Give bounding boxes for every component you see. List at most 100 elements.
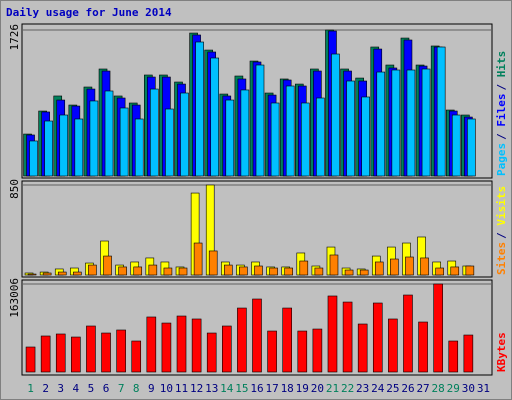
bar: [297, 330, 308, 373]
bar: [406, 69, 416, 177]
x-tick-label: 31: [477, 382, 490, 395]
x-tick-label: 23: [356, 382, 369, 395]
x-tick-label: 3: [57, 382, 64, 395]
x-tick-label: 16: [250, 382, 263, 395]
legend: KBytes: [495, 332, 508, 372]
bar: [74, 118, 84, 177]
bar: [178, 267, 188, 276]
x-tick-label: 2: [42, 382, 49, 395]
x-tick-label: 29: [447, 382, 460, 395]
bar: [176, 315, 187, 373]
legend-entry: Pages: [495, 143, 508, 176]
bar: [29, 140, 38, 177]
bar: [131, 340, 142, 373]
bar: [239, 266, 248, 276]
bar: [388, 318, 398, 373]
x-tick-label: 21: [326, 382, 339, 395]
bar: [448, 340, 459, 373]
x-tick-label: 9: [148, 382, 155, 395]
bar: [282, 307, 292, 373]
bar: [150, 88, 159, 177]
bar: [206, 332, 217, 373]
x-tick-label: 5: [88, 382, 95, 395]
bar: [467, 118, 476, 177]
bar: [390, 258, 399, 276]
bar: [299, 260, 309, 276]
x-tick-label: 30: [462, 382, 475, 395]
legend-separator: /: [495, 84, 508, 91]
bar: [285, 85, 295, 177]
bar: [300, 102, 310, 177]
x-tick-label: 6: [103, 382, 110, 395]
bar: [327, 295, 338, 373]
bar: [42, 272, 52, 276]
bar: [88, 264, 97, 276]
bar: [252, 298, 262, 373]
bar: [269, 267, 278, 276]
bar: [89, 100, 99, 177]
bar: [73, 271, 82, 276]
bar: [134, 118, 144, 177]
bar: [374, 261, 384, 276]
x-tick-label: 7: [118, 382, 125, 395]
bar: [329, 254, 339, 276]
bar: [225, 99, 235, 177]
bar: [146, 316, 157, 373]
x-tick-label: 17: [265, 382, 278, 395]
bar: [391, 69, 401, 177]
bar: [104, 90, 114, 177]
bar: [420, 257, 429, 276]
x-tick-label: 10: [160, 382, 173, 395]
bar: [71, 336, 81, 373]
bar: [59, 114, 69, 177]
bar: [224, 264, 233, 276]
x-tick-label: 20: [311, 382, 324, 395]
bar: [270, 102, 280, 177]
x-tick-label: 19: [296, 382, 309, 395]
bar: [435, 267, 444, 276]
bar: [361, 96, 370, 177]
bar: [161, 322, 172, 373]
x-tick-label: 26: [401, 382, 414, 395]
bar: [222, 325, 232, 373]
bar: [116, 329, 126, 373]
bar: [237, 307, 247, 373]
x-tick-label: 15: [235, 382, 248, 395]
x-tick-label: 13: [205, 382, 218, 395]
y-tick-label: 1726: [8, 24, 21, 51]
legend-separator: /: [495, 133, 508, 140]
x-tick-label: 1: [27, 382, 34, 395]
bar: [119, 107, 129, 177]
bar: [133, 266, 143, 276]
bar: [55, 333, 66, 373]
bar: [57, 271, 67, 276]
chart-title: Daily usage for June 2014: [6, 6, 172, 19]
bar: [163, 267, 173, 276]
bar: [284, 267, 293, 276]
x-tick-label: 28: [432, 382, 445, 395]
bar: [191, 318, 202, 373]
bar: [27, 273, 37, 276]
bar: [403, 294, 413, 373]
y-tick-label: 850: [8, 179, 21, 199]
bar: [405, 256, 414, 276]
bar: [342, 301, 353, 373]
bar: [180, 92, 189, 177]
x-tick-label: 24: [371, 382, 385, 395]
bar: [210, 57, 220, 177]
bar: [208, 250, 218, 276]
x-tick-label: 14: [220, 382, 234, 395]
bar: [193, 242, 203, 276]
legend: Pages / Files / Hits: [495, 51, 508, 176]
bar: [372, 302, 383, 373]
bar: [195, 41, 204, 177]
bar: [86, 325, 96, 373]
bar: [40, 335, 51, 373]
bar: [433, 283, 443, 373]
bar: [463, 334, 474, 373]
x-tick-label: 25: [386, 382, 399, 395]
bar: [44, 120, 53, 177]
bar: [267, 330, 277, 373]
bar: [331, 53, 340, 177]
